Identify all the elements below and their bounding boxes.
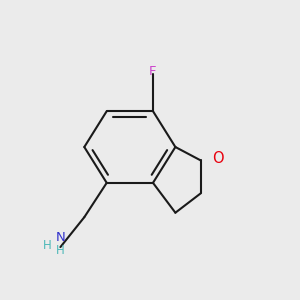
- Text: H: H: [56, 244, 65, 256]
- Text: N: N: [56, 231, 65, 244]
- Text: F: F: [149, 65, 157, 79]
- Text: H: H: [43, 239, 52, 252]
- Text: O: O: [212, 152, 224, 166]
